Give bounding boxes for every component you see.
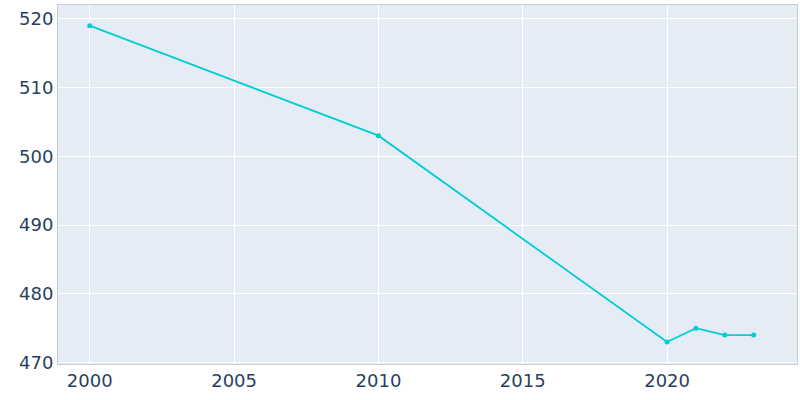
svg-text:2000: 2000 <box>67 370 113 391</box>
svg-text:520: 520 <box>19 8 53 29</box>
svg-text:2005: 2005 <box>211 370 257 391</box>
svg-text:2010: 2010 <box>356 370 402 391</box>
svg-text:480: 480 <box>19 283 53 304</box>
svg-text:500: 500 <box>19 146 53 167</box>
svg-text:2015: 2015 <box>500 370 546 391</box>
svg-text:490: 490 <box>19 214 53 235</box>
svg-text:510: 510 <box>19 77 53 98</box>
svg-text:2020: 2020 <box>644 370 690 391</box>
svg-text:470: 470 <box>19 352 53 373</box>
